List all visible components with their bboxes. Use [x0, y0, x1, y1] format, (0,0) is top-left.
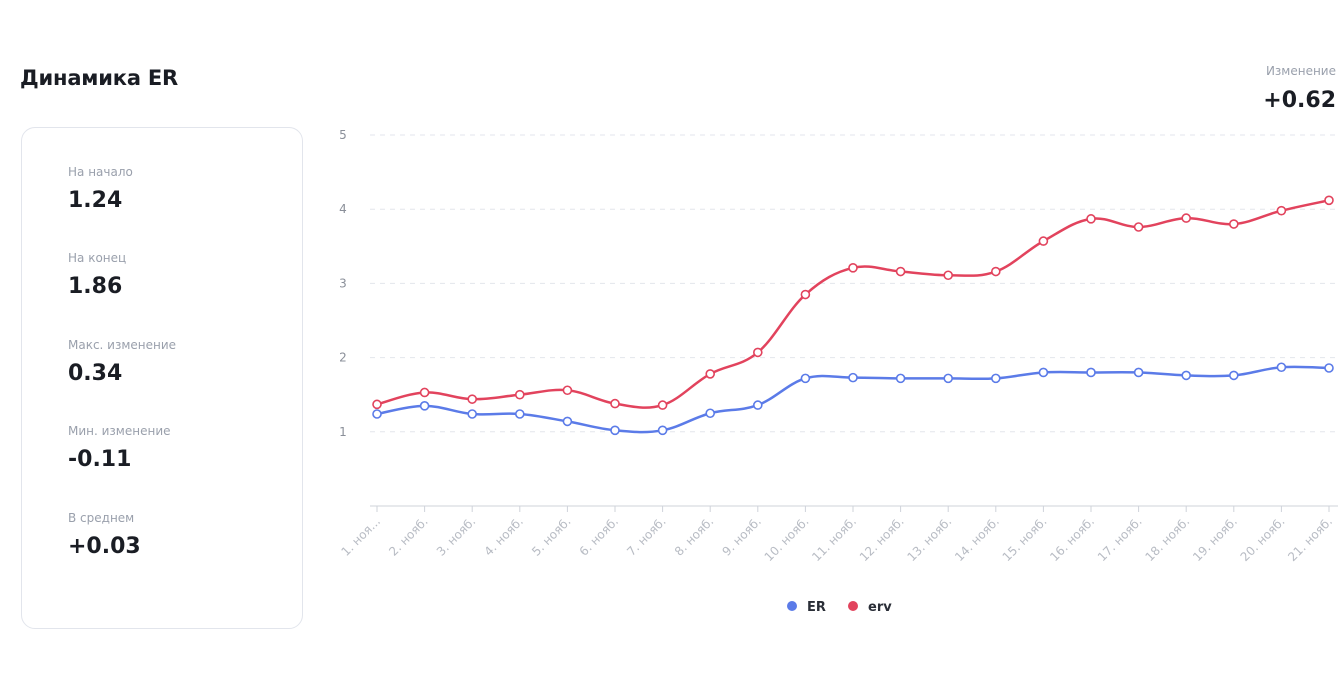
- x-tick-label: 14. нояб.: [952, 514, 1002, 564]
- data-point-er: [1229, 370, 1239, 381]
- x-tick-label: 21. нояб.: [1285, 514, 1335, 564]
- data-point-erv: [657, 400, 668, 410]
- data-point-erv: [1038, 236, 1049, 246]
- data-point-er: [514, 409, 525, 419]
- data-point-er: [657, 425, 668, 436]
- data-point-erv: [1276, 205, 1287, 216]
- x-tick-label: 9. нояб.: [719, 514, 763, 558]
- stat-end: На конец 1.86: [68, 251, 126, 299]
- x-tick-label: 20. нояб.: [1238, 514, 1288, 564]
- change-summary: Изменение +0.62: [1263, 64, 1336, 113]
- x-tick-label: 12. нояб.: [857, 514, 907, 564]
- data-point-er: [1086, 367, 1096, 378]
- data-point-erv: [514, 389, 525, 400]
- stats-card: На начало 1.24 На конец 1.86 Макс. измен…: [21, 127, 303, 629]
- data-point-er: [990, 373, 1001, 384]
- x-tick-label: 17. нояб.: [1095, 514, 1145, 564]
- stat-max-change-label: Макс. изменение: [68, 338, 177, 352]
- data-point-erv: [1086, 214, 1096, 224]
- stat-average: В среднем +0.03: [68, 511, 141, 559]
- y-tick-label: 5: [339, 128, 347, 142]
- x-tick-label: 10. нояб.: [762, 514, 812, 564]
- x-tick-label: 7. нояб.: [624, 514, 668, 558]
- data-point-er: [1133, 367, 1144, 378]
- y-tick-label: 3: [339, 276, 347, 290]
- data-point-er: [610, 425, 620, 436]
- data-point-erv: [1324, 195, 1334, 206]
- data-point-erv: [943, 270, 954, 281]
- stat-min-change-value: -0.11: [68, 447, 132, 472]
- x-tick-label: 13. нояб.: [904, 514, 954, 564]
- data-point-erv: [562, 385, 573, 396]
- stat-start-value: 1.24: [68, 188, 123, 213]
- data-point-er: [1181, 370, 1191, 381]
- data-point-er: [800, 373, 811, 384]
- x-tick-label: 2. нояб.: [386, 514, 430, 558]
- data-point-erv: [419, 387, 430, 398]
- x-tick-label: 8. нояб.: [672, 514, 716, 558]
- x-tick-label: 1. ноя...: [338, 514, 383, 559]
- x-tick-label: 6. нояб.: [577, 514, 621, 558]
- data-point-erv: [800, 289, 811, 300]
- stat-min-change: Мин. изменение -0.11: [68, 424, 171, 472]
- y-tick-label: 1: [339, 425, 347, 439]
- data-point-er: [372, 409, 382, 419]
- stat-max-change: Макс. изменение 0.34: [68, 338, 176, 386]
- stat-max-change-value: 0.34: [68, 361, 123, 386]
- legend-marker-er: [787, 601, 797, 611]
- data-point-er: [1276, 362, 1287, 373]
- x-tick-label: 4. нояб.: [481, 514, 525, 558]
- data-point-erv: [372, 399, 382, 410]
- x-tick-label: 5. нояб.: [529, 514, 573, 558]
- legend-label-erv: erv: [868, 600, 892, 615]
- data-point-erv: [752, 347, 763, 358]
- data-point-erv: [705, 369, 716, 379]
- y-tick-label: 2: [339, 351, 347, 365]
- data-point-er: [705, 408, 716, 419]
- change-value: +0.62: [1263, 88, 1336, 113]
- data-point-er: [1038, 367, 1049, 378]
- stat-min-change-label: Мин. изменение: [68, 424, 171, 438]
- data-point-erv: [990, 266, 1001, 277]
- x-tick-label: 18. нояб.: [1142, 514, 1192, 564]
- data-point-er: [943, 373, 954, 384]
- data-point-er: [1324, 363, 1334, 373]
- data-point-er: [895, 373, 906, 384]
- data-point-er: [752, 400, 763, 410]
- data-point-erv: [848, 263, 858, 273]
- stat-average-value: +0.03: [68, 534, 141, 559]
- page-title: Динамика ER: [20, 66, 179, 90]
- data-point-erv: [1181, 213, 1191, 223]
- stat-start: На начало 1.24: [68, 165, 133, 213]
- stat-end-label: На конец: [68, 251, 127, 265]
- data-point-erv: [610, 398, 620, 409]
- data-point-er: [848, 372, 858, 383]
- data-point-erv: [1133, 222, 1144, 232]
- x-tick-label: 11. нояб.: [809, 514, 859, 564]
- stat-average-label: В среднем: [68, 511, 135, 525]
- data-point-er: [467, 409, 478, 419]
- x-tick-label: 16. нояб.: [1047, 514, 1097, 564]
- stat-start-label: На начало: [68, 165, 133, 179]
- x-tick-label: 15. нояб.: [1000, 514, 1050, 564]
- x-tick-label: 3. нояб.: [434, 514, 478, 558]
- y-tick-label: 4: [339, 202, 347, 216]
- change-label: Изменение: [1265, 64, 1336, 78]
- legend-marker-erv: [848, 601, 858, 611]
- stat-end-value: 1.86: [68, 274, 123, 299]
- legend-label-er: ER: [807, 600, 826, 615]
- data-point-erv: [1229, 219, 1239, 229]
- data-point-erv: [467, 394, 478, 404]
- data-point-erv: [895, 266, 906, 277]
- data-point-er: [419, 401, 430, 411]
- data-point-er: [562, 416, 573, 427]
- x-tick-label: 19. нояб.: [1190, 514, 1240, 564]
